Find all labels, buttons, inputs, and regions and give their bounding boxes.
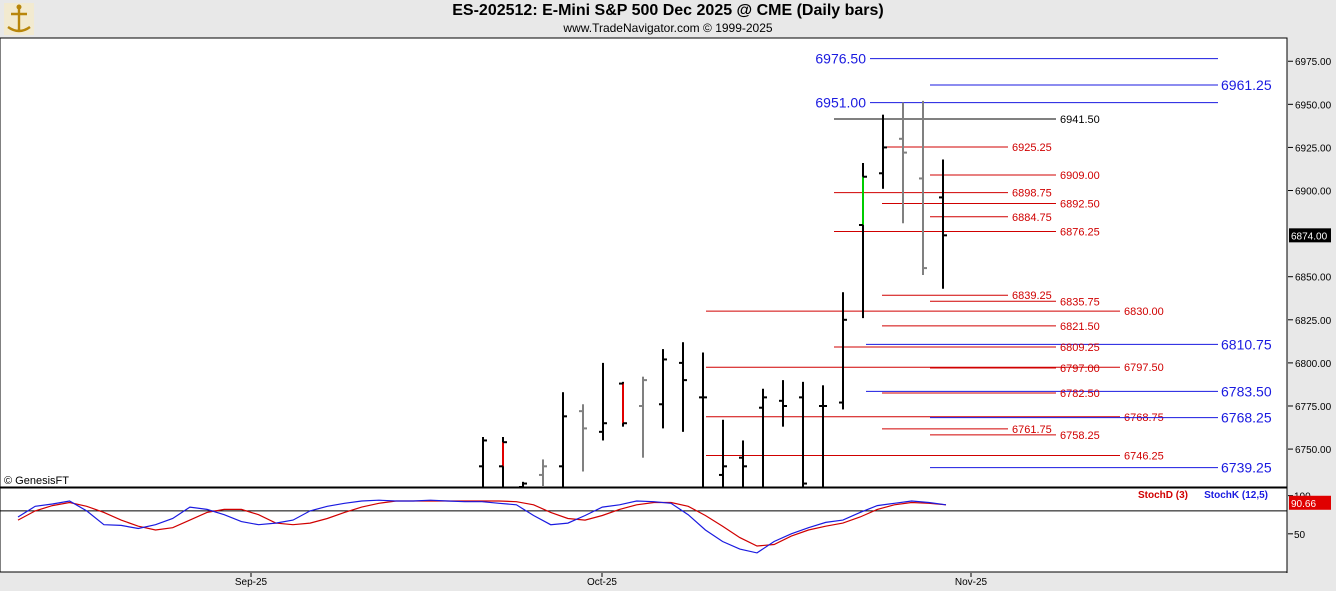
price-level-label: 6925.25	[1012, 142, 1052, 154]
price-level-label: 6909.00	[1060, 170, 1100, 182]
levels-layer: 6976.50 6961.25 6951.00 6941.50 6925.25 6909.…	[706, 51, 1272, 476]
price-level-label: 6797.50	[1124, 362, 1164, 374]
price-level-label: 6768.25	[1221, 410, 1272, 426]
price-level-label: 6821.50	[1060, 321, 1100, 333]
price-level-label: 6782.50	[1060, 388, 1100, 400]
price-level-label: 6839.25	[1012, 290, 1052, 302]
stochastic-panel	[0, 487, 1288, 573]
price-tick-label: 6800.00	[1295, 359, 1332, 370]
price-level-label: 6961.25	[1221, 77, 1272, 93]
price-level-label: 6783.50	[1221, 383, 1272, 399]
price-level-label: 6951.00	[815, 95, 866, 111]
price-axis: 6975.00 6950.00 6925.00 6900.00 6850.00 6825.…	[1288, 57, 1332, 456]
price-level-label: 6898.75	[1012, 188, 1052, 200]
time-axis-panel	[0, 573, 1287, 591]
watermark: © GenesisFT	[4, 475, 69, 487]
stoch-series-line	[17, 500, 947, 547]
bars-layer	[479, 100, 947, 488]
price-tick-label: 6850.00	[1295, 273, 1332, 284]
time-tick-label: Sep-25	[235, 577, 268, 588]
time-tick-label: Nov-25	[955, 577, 988, 588]
last-price-box	[1289, 228, 1331, 243]
price-level-label: 6797.00	[1060, 363, 1100, 375]
price-level-label: 6835.75	[1060, 296, 1100, 308]
stoch-tick-label: 50	[1294, 530, 1306, 541]
price-tick-label: 6825.00	[1295, 316, 1332, 327]
price-level-label: 6892.50	[1060, 198, 1100, 210]
price-tick-label: 6775.00	[1295, 402, 1332, 413]
price-level-label: 6810.75	[1221, 336, 1272, 352]
price-tick-label: 6950.00	[1295, 100, 1332, 111]
price-level-label: 6761.75	[1012, 424, 1052, 436]
chart-header: ES-202512: E-Mini S&P 500 Dec 2025 @ CME…	[0, 0, 1336, 38]
stoch-value-box	[1289, 495, 1331, 510]
last-price-label: 6874.00	[1291, 231, 1328, 242]
stoch-series-line	[17, 499, 947, 554]
price-level-label: 6876.25	[1060, 226, 1100, 238]
stoch-value-label: 90.66	[1291, 499, 1316, 510]
stoch-legend-label: StochK (12,5)	[1204, 490, 1268, 501]
price-level-label: 6809.25	[1060, 342, 1100, 354]
price-level-label: 6976.50	[815, 51, 866, 67]
chart-subtitle: www.TradeNavigator.com © 1999-2025	[563, 21, 773, 35]
price-tick-label: 6975.00	[1295, 57, 1332, 68]
stochastic-layer: 10050StochD (3)StochK (12,5)90.66	[0, 490, 1331, 554]
price-level-label: 6830.00	[1124, 306, 1164, 318]
price-level-label: 6941.50	[1060, 114, 1100, 126]
genesis-logo-icon	[4, 3, 34, 35]
price-tick-label: 6750.00	[1295, 445, 1332, 456]
stoch-legend-label: StochD (3)	[1138, 490, 1188, 501]
chart-title: ES-202512: E-Mini S&P 500 Dec 2025 @ CME…	[452, 2, 884, 19]
time-axis: Sep-25 Oct-25 Nov-25	[235, 573, 988, 588]
time-tick-label: Oct-25	[587, 577, 617, 588]
price-level-label: 6739.25	[1221, 460, 1272, 476]
price-tick-label: 6900.00	[1295, 187, 1332, 198]
price-level-label: 6884.75	[1012, 212, 1052, 224]
price-tick-label: 6925.00	[1295, 143, 1332, 154]
price-level-label: 6746.25	[1124, 451, 1164, 463]
price-level-label: 6758.25	[1060, 430, 1100, 442]
